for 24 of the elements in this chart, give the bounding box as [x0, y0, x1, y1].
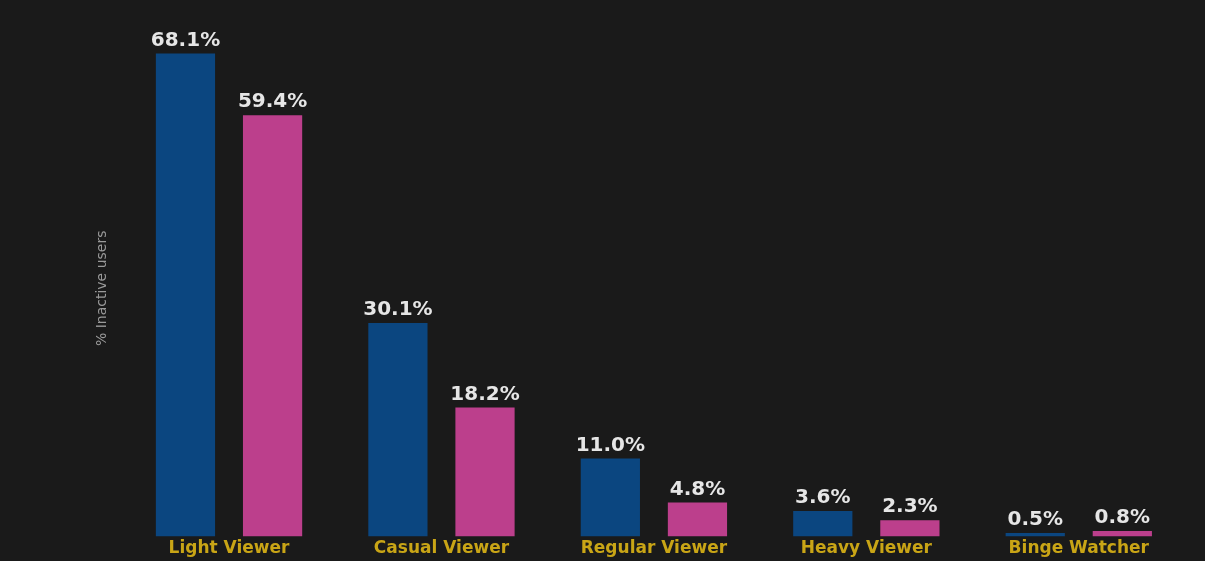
- x-tick-label: Regular Viewer: [580, 537, 728, 558]
- data-label: 3.6%: [795, 484, 851, 509]
- y-axis-title: % Inactive users: [93, 230, 110, 347]
- data-label: 18.2%: [450, 380, 520, 405]
- x-tick-label: Casual Viewer: [373, 537, 510, 558]
- x-tick-label: Heavy Viewer: [800, 537, 933, 558]
- bar: [793, 511, 853, 537]
- bar: [368, 323, 428, 537]
- bar: [242, 115, 303, 537]
- data-label: 0.8%: [1094, 504, 1151, 529]
- data-label: 30.1%: [363, 296, 433, 321]
- bar: [667, 502, 728, 537]
- x-tick-label: Binge Watcher: [1008, 537, 1150, 558]
- data-label: 68.1%: [150, 26, 221, 51]
- x-tick-label: Light Viewer: [168, 537, 291, 558]
- data-label: 59.4%: [237, 88, 308, 113]
- data-label: 2.3%: [882, 493, 938, 518]
- data-label: 0.5%: [1007, 506, 1063, 531]
- data-label: 4.8%: [669, 475, 726, 500]
- bar: [880, 520, 940, 537]
- bar: [455, 407, 515, 537]
- bar: [155, 53, 216, 537]
- data-label: 11.0%: [575, 431, 646, 456]
- bar: [580, 458, 640, 537]
